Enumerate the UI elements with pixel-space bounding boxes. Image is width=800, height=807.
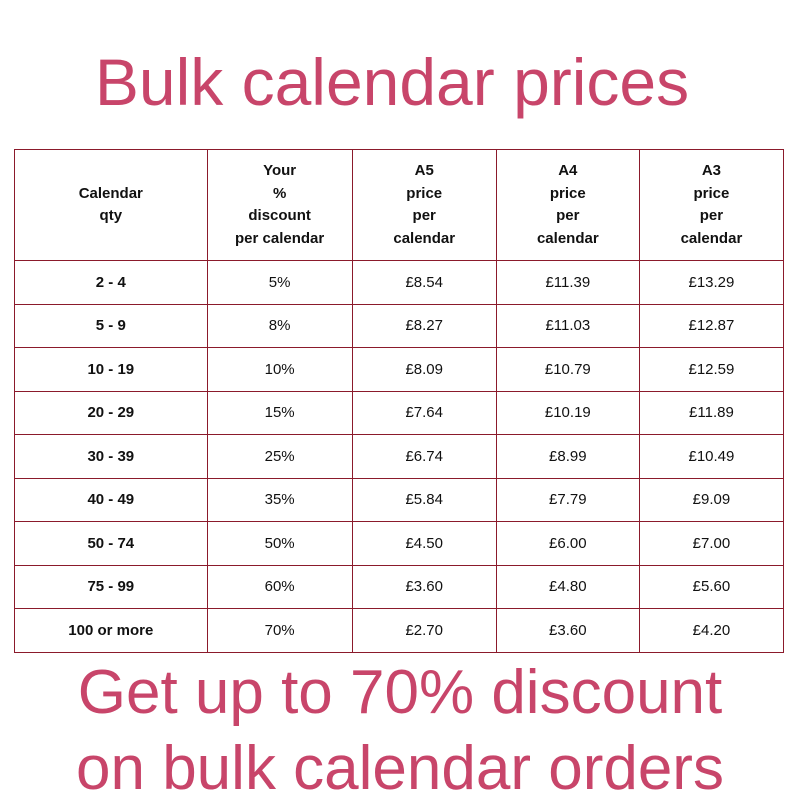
column-header-line: calendar [680, 229, 743, 247]
a5-price-cell: £6.74 [351, 434, 497, 479]
qty-cell: 20 - 29 [14, 390, 208, 435]
a5-price-cell: £8.09 [351, 347, 497, 392]
table-row: 100 or more 70% £2.70 £3.60 £4.20 [14, 608, 785, 653]
table-row: 50 - 74 50% £4.50 £6.00 £7.00 [14, 521, 785, 566]
column-header-line: Calendar [78, 184, 143, 202]
a4-price-cell: £8.99 [495, 434, 640, 479]
column-header-line: per [412, 207, 436, 224]
qty-cell: 10 - 19 [14, 347, 208, 392]
a5-price-cell: £3.60 [351, 564, 497, 609]
qty-cell: 30 - 39 [14, 434, 208, 479]
column-header-line: calendar [393, 229, 456, 247]
qty-cell: 75 - 99 [14, 564, 208, 609]
column-header-line: per [556, 207, 580, 224]
a5-price-cell: £2.70 [351, 608, 497, 653]
discount-cell: 10% [206, 347, 353, 392]
a4-price-cell: £4.80 [495, 564, 640, 609]
column-header: A4 price per calendar [495, 149, 640, 261]
a4-price-cell: £3.60 [495, 608, 640, 653]
footer-line-2: on bulk calendar orders [76, 734, 724, 803]
table-row: 2 - 4 5% £8.54 £11.39 £13.29 [14, 260, 785, 305]
a4-price-cell: £10.19 [495, 390, 640, 435]
discount-cell: 60% [206, 564, 353, 609]
discount-cell: 70% [206, 608, 353, 653]
column-header-line: discount [248, 207, 311, 224]
a3-price-cell: £7.00 [638, 521, 785, 566]
a4-price-cell: £6.00 [495, 521, 640, 566]
column-header: Calendar qty [14, 149, 208, 261]
header-row: Calendar qty Your% discount per calendar A5 pr… [14, 149, 785, 261]
discount-cell: 15% [206, 390, 353, 435]
a4-price-cell: £11.39 [495, 260, 640, 305]
column-header-line: qty [99, 207, 123, 224]
discount-cell: 5% [206, 260, 353, 305]
qty-cell: 40 - 49 [14, 477, 208, 522]
discount-cell: 50% [206, 521, 353, 566]
column-header-line: calendar [536, 229, 599, 247]
a3-price-cell: £11.89 [638, 390, 785, 435]
a4-price-cell: £7.79 [495, 477, 640, 522]
qty-cell: 5 - 9 [14, 303, 208, 348]
column-header-line: A3 [701, 162, 722, 179]
column-header-line: Your [263, 162, 297, 179]
table-row: 30 - 39 25% £6.74 £8.99 £10.49 [14, 434, 785, 479]
a5-price-cell: £8.27 [351, 303, 497, 348]
qty-cell: 100 or more [14, 608, 208, 653]
column-header-line: price [693, 184, 730, 202]
page-title: Bulk calendar prices [94, 45, 690, 119]
discount-cell: 35% [206, 477, 353, 522]
a5-price-cell: £7.64 [351, 390, 497, 435]
a4-price-cell: £10.79 [495, 347, 640, 392]
qty-cell: 2 - 4 [14, 260, 208, 305]
column-header-line: per calendar [235, 229, 325, 247]
a4-price-cell: £11.03 [495, 303, 640, 348]
column-header-line: A4 [558, 162, 578, 179]
qty-cell: 50 - 74 [14, 521, 208, 566]
a3-price-cell: £10.49 [638, 434, 785, 479]
column-header: Your% discount per calendar [206, 149, 353, 261]
a5-price-cell: £4.50 [351, 521, 497, 566]
a3-price-cell: £12.59 [638, 347, 785, 392]
a3-price-cell: £13.29 [638, 260, 785, 305]
footer-text: Get up to 70% discount on bulk calendar … [0, 655, 800, 807]
table-row: 10 - 19 10% £8.09 £10.79 £12.59 [14, 347, 785, 392]
a3-price-cell: £9.09 [638, 477, 785, 522]
column-header-line: per [699, 207, 724, 224]
footer-line-1: Get up to 70% discount [77, 658, 723, 727]
column-header-line: price [406, 184, 443, 202]
column-header: A5 price per calendar [351, 149, 497, 261]
price-table: Calendar qty Your% discount per calendar A5 pr… [14, 149, 785, 653]
column-header-line: price [549, 184, 586, 202]
column-header: A3 price per calendar [638, 149, 785, 261]
discount-cell: 25% [206, 434, 353, 479]
table-row: 5 - 9 8% £8.27 £11.03 £12.87 [14, 303, 785, 348]
column-header-line: A5 [414, 162, 434, 179]
a3-price-cell: £12.87 [638, 303, 785, 348]
a3-price-cell: £5.60 [638, 564, 785, 609]
a5-price-cell: £8.54 [351, 260, 497, 305]
table-row: 40 - 49 35% £5.84 £7.79 £9.09 [14, 477, 785, 522]
discount-cell: 8% [206, 303, 353, 348]
a3-price-cell: £4.20 [638, 608, 785, 653]
table-row: 20 - 29 15% £7.64 £10.19 £11.89 [14, 390, 785, 435]
a5-price-cell: £5.84 [351, 477, 497, 522]
table-row: 75 - 99 60% £3.60 £4.80 £5.60 [14, 564, 785, 609]
column-header-line: % [272, 184, 287, 202]
